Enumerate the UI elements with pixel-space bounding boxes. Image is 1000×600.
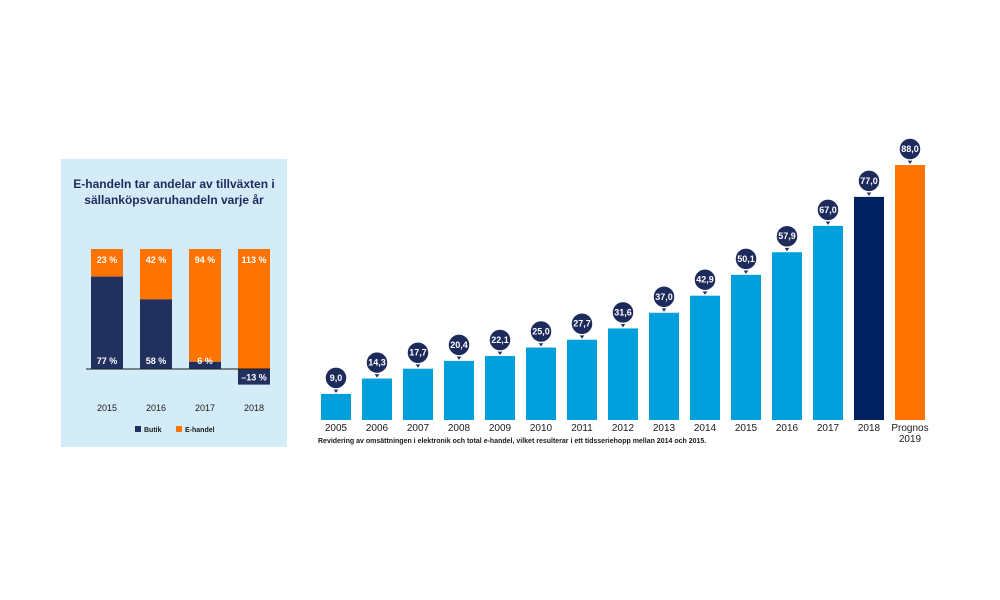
value-bubble-2011 [570, 311, 594, 336]
value-bubble-prognos-2019 [898, 137, 922, 161]
category-label-2010: 2010 [530, 423, 553, 434]
butik-label-2015: 77 % [97, 356, 118, 366]
left-chart-title-line-2: sällanköpsvaruhandeln varje år [84, 193, 264, 207]
left-year-label-2017: 2017 [195, 403, 215, 413]
legend-label-butik: Butik [144, 427, 162, 434]
category-label-2014: 2014 [694, 423, 717, 434]
bar-2008 [444, 360, 474, 420]
value-label-prognos-2019: 88,0 [901, 144, 919, 154]
value-label-2017: 67,0 [819, 205, 837, 215]
category-label-prognos-2019-line-2: 2019 [899, 434, 922, 445]
bar-2018 [854, 196, 884, 420]
legend-label-ehandel: E-handel [185, 427, 215, 434]
value-label-2014: 42,9 [696, 275, 714, 285]
value-label-2016: 57,9 [778, 231, 796, 241]
value-label-2008: 20,4 [450, 340, 468, 350]
category-label-2013: 2013 [653, 423, 676, 434]
bar-2006 [362, 378, 392, 420]
value-bubble-2015 [734, 247, 758, 271]
value-bubble-2010 [529, 319, 553, 344]
ehandel-bar-2018 [238, 249, 270, 369]
category-label-prognos-2019-line-1: Prognos [891, 423, 928, 434]
value-label-2012: 31,6 [614, 307, 632, 317]
category-label-2009: 2009 [489, 423, 512, 434]
value-label-2006: 14,3 [368, 358, 386, 368]
ehandel-label-2015: 23 % [97, 255, 118, 265]
category-label-2011: 2011 [571, 423, 593, 434]
value-bubble-2009 [488, 328, 512, 352]
bar-2016 [772, 252, 802, 420]
bar-2012 [608, 328, 638, 420]
category-label-2017: 2017 [817, 423, 840, 434]
left-chart-title-line-1: E-handeln tar andelar av tillväxten i [73, 177, 275, 191]
bar-2009 [485, 355, 515, 420]
ehandel-label-2017: 94 % [195, 255, 216, 265]
butik-bar-2015 [91, 276, 123, 369]
value-bubble-2005 [324, 366, 348, 390]
butik-label-2017: 6 % [197, 356, 213, 366]
butik-label-2018: –13 % [241, 373, 267, 383]
ehandel-label-2016: 42 % [146, 255, 167, 265]
value-label-2018: 77,0 [860, 176, 878, 186]
value-bubble-2008 [447, 333, 471, 357]
category-label-2005: 2005 [325, 423, 348, 434]
bar-2010 [526, 347, 556, 420]
ehandel-bar-2016 [140, 249, 172, 300]
value-label-2010: 25,0 [532, 327, 550, 337]
left-year-label-2018: 2018 [244, 403, 264, 413]
category-label-2006: 2006 [366, 423, 389, 434]
chart-footnote: Revidering av omsättningen i elektronik … [318, 438, 707, 445]
value-label-2011: 27,7 [573, 319, 591, 329]
category-label-2018: 2018 [858, 423, 881, 434]
category-label-2012: 2012 [612, 423, 635, 434]
value-bubble-2007 [406, 340, 430, 365]
value-bubble-2016 [775, 224, 799, 248]
bar-2007 [403, 368, 433, 420]
bar-2013 [649, 312, 679, 420]
butik-bar-2016 [140, 299, 172, 369]
value-bubble-2018 [857, 169, 881, 193]
value-bubble-2006 [365, 350, 389, 375]
left-year-label-2016: 2016 [146, 403, 166, 413]
category-label-2007: 2007 [407, 423, 430, 434]
value-label-2005: 9,0 [330, 373, 343, 383]
value-bubble-2012 [611, 300, 635, 325]
value-bubble-2013 [652, 285, 676, 309]
left-chart-title: E-handeln tar andelar av tillväxten i sä… [61, 176, 287, 208]
bar-2015 [731, 274, 761, 420]
bar-2005 [321, 393, 351, 420]
value-label-2013: 37,0 [655, 292, 673, 302]
butik-label-2016: 58 % [146, 356, 167, 366]
bar-2014 [690, 295, 720, 420]
value-label-2007: 17,7 [409, 348, 427, 358]
legend-swatch-ehandel [176, 426, 182, 432]
left-year-label-2015: 2015 [97, 403, 117, 413]
ehandel-bar-2017 [189, 249, 221, 362]
butik-bar-2017 [189, 361, 221, 369]
category-label-2008: 2008 [448, 423, 471, 434]
ehandel-bar-2015 [91, 249, 123, 277]
value-label-2015: 50,1 [737, 254, 755, 264]
bar-prognos-2019 [895, 165, 925, 420]
legend-swatch-butik [135, 426, 141, 432]
ehandel-label-2018: 113 % [241, 255, 266, 265]
value-label-2009: 22,1 [491, 335, 509, 345]
bar-2011 [567, 339, 597, 420]
bar-2017 [813, 225, 843, 420]
category-label-2015: 2015 [735, 423, 758, 434]
category-label-2016: 2016 [776, 423, 799, 434]
value-bubble-2014 [693, 267, 717, 292]
value-bubble-2017 [816, 198, 840, 222]
butik-bar-2018 [238, 369, 270, 385]
